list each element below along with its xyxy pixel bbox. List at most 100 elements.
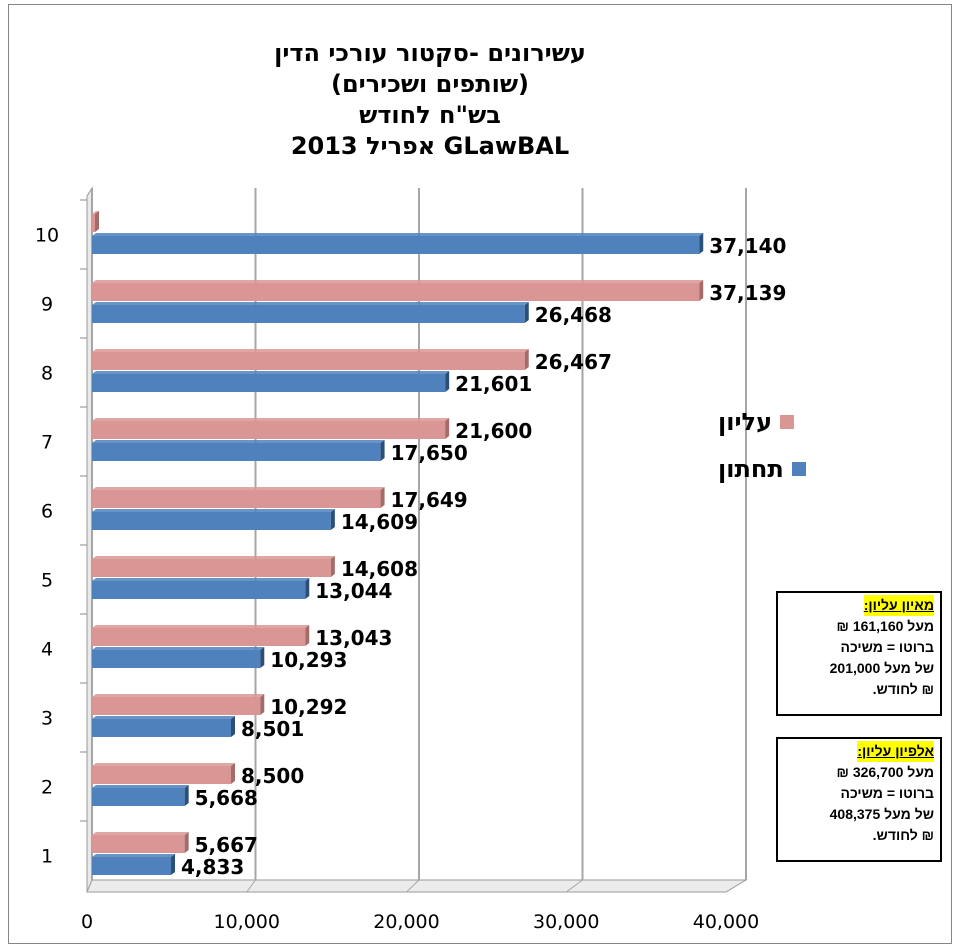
- x-tick-label: 40,000: [693, 911, 759, 933]
- bar: [92, 835, 185, 853]
- bar-top: [92, 440, 385, 443]
- bar-side: [699, 233, 704, 254]
- bar-side: [260, 694, 265, 715]
- bar: [92, 766, 231, 784]
- bar-side: [305, 625, 310, 646]
- data-label: 14,608: [341, 557, 418, 581]
- note-line: של מעל 408,375: [829, 806, 934, 822]
- x-tick-label: 10,000: [214, 911, 280, 933]
- bar-top: [92, 854, 176, 857]
- bar-top: [92, 647, 265, 650]
- y-tick-label: 1: [41, 846, 53, 868]
- bar: [92, 283, 700, 301]
- y-tick-label: 5: [41, 570, 53, 592]
- bar-side: [171, 854, 176, 875]
- bar: [92, 374, 446, 392]
- note-line: ברוטו = משיכה: [840, 785, 934, 801]
- gridline-floor: [246, 879, 256, 893]
- bar-side: [380, 440, 385, 461]
- gridline-floor: [565, 879, 583, 893]
- legend-label-upper: עליון: [718, 408, 773, 436]
- bar: [92, 719, 231, 737]
- bar-side: [330, 556, 335, 577]
- data-label: 5,668: [195, 786, 258, 810]
- bar-side: [524, 302, 529, 323]
- y-tick-label: 8: [41, 363, 53, 385]
- x-tick-label: 20,000: [373, 911, 439, 933]
- title-line-2: (שותפים ושכירים): [330, 70, 529, 98]
- title-line-1: עשירונים -סקטור עורכי הדין: [274, 39, 586, 67]
- x-tick-label: 30,000: [533, 911, 599, 933]
- bar-side: [184, 785, 189, 806]
- legend-label-lower: תחתון: [718, 455, 784, 483]
- bar-top: [92, 694, 265, 697]
- gridline-floor: [406, 879, 420, 893]
- bar-side: [380, 487, 385, 508]
- data-label: 8,501: [241, 717, 304, 741]
- bar: [92, 512, 331, 530]
- bar: [92, 581, 306, 599]
- bar-top: [92, 211, 99, 214]
- data-label: 17,650: [391, 441, 468, 465]
- bar: [92, 421, 446, 439]
- bar: [92, 352, 525, 370]
- bar-top: [92, 785, 189, 788]
- bar-top: [92, 233, 704, 236]
- bar-side: [184, 832, 189, 853]
- data-label: 4,833: [181, 855, 244, 879]
- data-label: 37,140: [709, 234, 786, 258]
- bar-top: [92, 716, 235, 719]
- bar-side: [330, 509, 335, 530]
- note-heading: מאיון עליון:: [863, 595, 934, 616]
- bar-top: [92, 763, 235, 766]
- bar: [92, 628, 306, 646]
- note-line: מעל 161,160 ₪: [836, 618, 934, 634]
- note-heading: אלפיון עליון:: [857, 741, 934, 762]
- legend-swatch-lower: [791, 462, 806, 476]
- gridline-floor: [86, 879, 93, 893]
- bar: [92, 650, 261, 668]
- y-tick-label: 10: [35, 225, 59, 247]
- bar-side: [260, 647, 265, 668]
- title-line-3: בש"ח לחודש: [359, 101, 501, 129]
- y-tick-label: 7: [41, 432, 53, 454]
- legend-item-upper: עליון: [718, 408, 795, 436]
- bar-side: [95, 211, 99, 232]
- bar-top: [92, 625, 310, 628]
- bar: [92, 697, 261, 715]
- bar-top: [92, 556, 335, 559]
- bar-top: [92, 349, 529, 352]
- data-label: 5,667: [195, 833, 258, 857]
- bar: [92, 236, 700, 254]
- data-label: 21,600: [455, 419, 532, 443]
- bar-top: [92, 280, 704, 283]
- y-tick-label: 4: [41, 639, 53, 661]
- y-tick-label: 2: [41, 777, 53, 799]
- bar-side: [230, 716, 235, 737]
- title-line-4: GLawBAL אפריל 2013: [290, 132, 570, 160]
- bar-top: [92, 418, 450, 421]
- bar-side: [445, 371, 450, 392]
- bar-side: [445, 418, 450, 439]
- data-label: 21,601: [455, 372, 532, 396]
- bar: [92, 559, 331, 577]
- note-line: ₪ לחודש.: [872, 681, 934, 697]
- bar: [92, 490, 381, 508]
- data-label: 37,139: [709, 281, 786, 305]
- note-line: ₪ לחודש.: [872, 827, 934, 843]
- gridline-floor: [725, 879, 747, 893]
- bar: [92, 214, 95, 232]
- bar-top: [92, 302, 529, 305]
- bar: [92, 305, 525, 323]
- chart-title: עשירונים -סקטור עורכי הדין (שותפים ושכיר…: [150, 38, 710, 162]
- note-top-percentile: מאיון עליון: מעל 161,160 ₪ ברוטו = משיכה…: [776, 591, 942, 716]
- y-tick-label: 9: [41, 294, 53, 316]
- bar-top: [92, 578, 310, 581]
- data-label: 10,293: [270, 648, 347, 672]
- data-label: 10,292: [270, 695, 347, 719]
- data-label: 26,468: [535, 303, 612, 327]
- bar-top: [92, 509, 335, 512]
- data-label: 13,044: [315, 579, 392, 603]
- bar-side: [524, 349, 529, 370]
- note-top-permille: אלפיון עליון: מעל 326,700 ₪ ברוטו = משיכ…: [776, 737, 942, 862]
